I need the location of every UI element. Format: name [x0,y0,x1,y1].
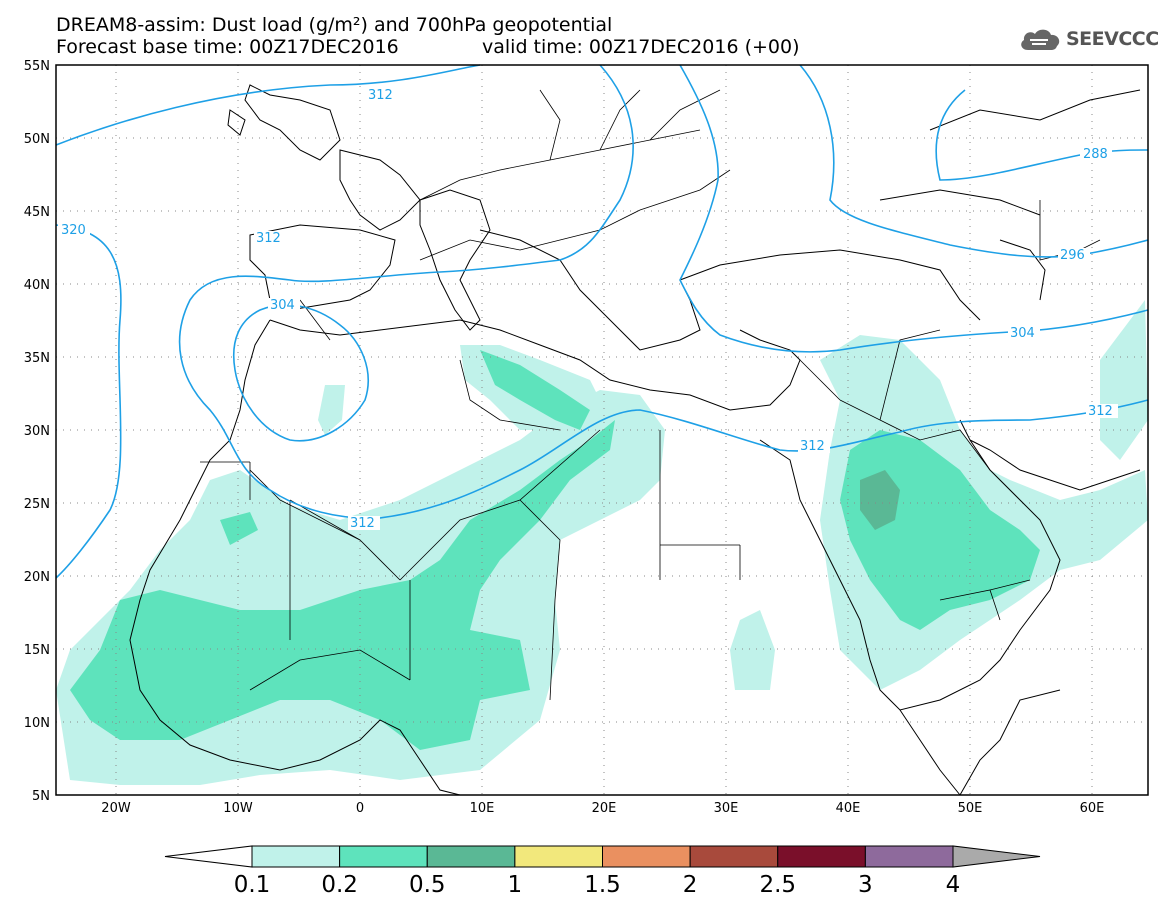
lat-label: 45N [24,205,50,220]
contour-label: 296 [1060,248,1085,263]
colorbar-segment [689,845,779,868]
lon-label: 60E [1080,801,1105,816]
lon-label: 30E [714,801,739,816]
contour-label: 312 [350,516,375,531]
contour-label: 312 [1088,404,1113,419]
lon-label: 40E [836,801,861,816]
dust-area-dark [860,470,900,530]
colorbar-level-label: 1.5 [584,872,621,898]
lat-label: 35N [24,351,50,366]
colorbar-level-label: 2 [682,872,698,898]
contour-labels: 312 288 320 312 296 304 304 312 312 312 [58,88,1118,531]
colorbar-segment [864,845,954,868]
lon-label: 20E [592,801,617,816]
longitude-labels: 20W 10W 0 10E 20E 30E 40E 50E 60E [101,801,1104,816]
colorbar-low-end [164,845,253,868]
lon-label: 20W [101,801,131,816]
colorbar [164,845,1041,868]
lat-label: 10N [24,716,50,731]
lon-label: 50E [958,801,983,816]
lat-label: 5N [32,789,50,804]
lon-label: 10W [223,801,253,816]
colorbar-level-label: 0.2 [321,872,358,898]
colorbar-level-label: 0.5 [408,872,446,898]
lat-label: 15N [24,643,50,658]
dust-area-light [730,610,775,690]
lat-label: 40N [24,278,50,293]
colorbar-level-label: 3 [858,872,873,898]
latitude-labels: 55N 50N 45N 40N 35N 30N 25N 20N 15N 10N … [24,59,50,804]
lon-label: 0 [356,801,364,816]
grid [56,65,1148,795]
contour-label: 320 [61,223,86,238]
map-title: DREAM8-assim: Dust load (g/m²) and 700hP… [56,14,613,36]
contour-label: 312 [368,88,393,103]
dust-area-mid [70,420,615,750]
dust-area-light [318,385,345,435]
contour-label: 288 [1083,147,1108,162]
cloud-icon [1021,29,1060,50]
valid-time: valid time: 00Z17DEC2016 (+00) [482,36,800,58]
colorbar-segment [777,845,866,868]
colorbar-segment [339,845,428,868]
contour-label: 304 [270,298,295,313]
colorbar-segment [426,845,516,868]
coastlines [129,84,1141,796]
colorbar-level-label: 0.1 [233,872,271,898]
seevccc-logo: SEEVCCC [1018,26,1159,52]
colorbar-level-label: 4 [945,872,961,898]
lat-label: 55N [24,59,50,74]
dust-area-mid [220,512,258,545]
dust-shading [56,300,1148,785]
logo-text: SEEVCCC [1066,28,1159,50]
map-frame [55,64,1149,796]
lon-label: 10E [470,801,495,816]
colorbar-segment [251,845,341,868]
dust-area-light [1100,300,1148,460]
contour-label: 312 [256,231,281,246]
contour-label: 312 [800,439,825,454]
colorbar-segment [514,845,603,868]
lat-label: 50N [24,132,50,147]
colorbar-level-label: 2.5 [759,872,797,898]
lat-label: 20N [24,570,50,585]
contour-label: 304 [1010,326,1035,341]
forecast-base-time: Forecast base time: 00Z17DEC2016 [56,36,399,58]
lat-label: 30N [24,424,50,439]
dust-area-mid [480,350,590,430]
colorbar-segment [602,845,691,868]
colorbar-high-end [952,845,1041,868]
colorbar-level-label: 1 [507,872,523,898]
lat-label: 25N [24,497,50,512]
